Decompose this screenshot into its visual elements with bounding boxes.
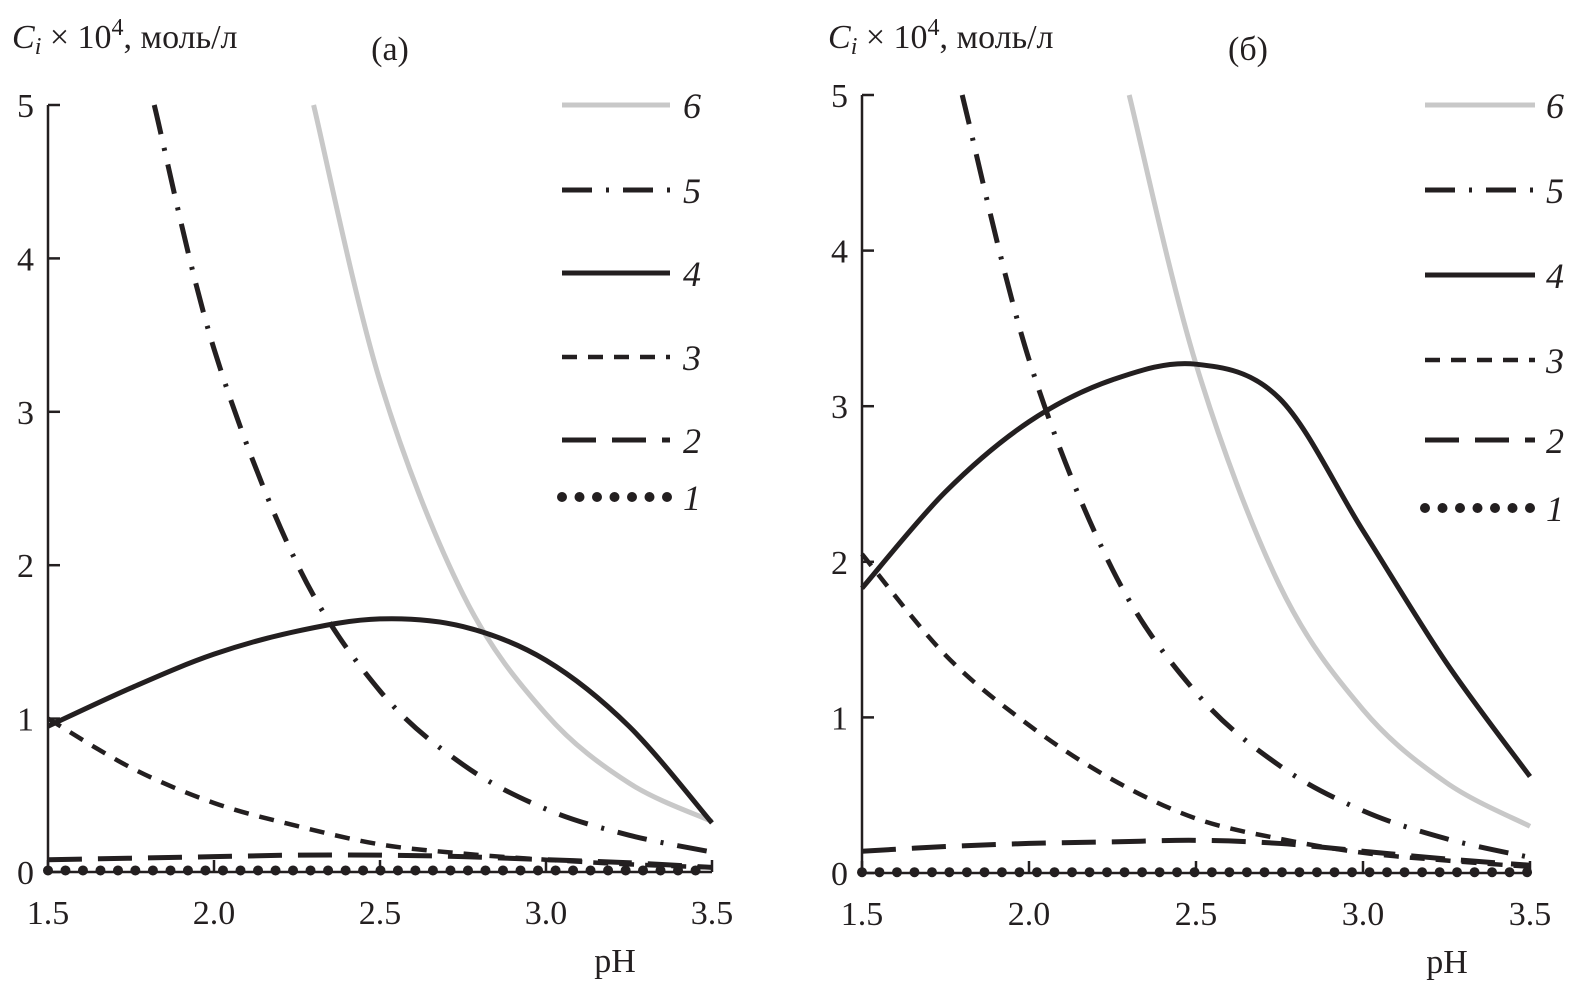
x-tick-label: 2.5 bbox=[1175, 896, 1218, 933]
panel-label: (б) bbox=[1228, 31, 1268, 68]
x-tick-label: 2.5 bbox=[359, 895, 402, 932]
y-tick-label: 3 bbox=[831, 389, 848, 426]
y-tick-label: 4 bbox=[831, 234, 848, 271]
x-tick-label: 1.5 bbox=[27, 895, 70, 932]
series-line-6 bbox=[311, 104, 714, 824]
y-tick-label: 4 bbox=[17, 241, 34, 278]
y-tick-label: 5 bbox=[17, 88, 34, 125]
legend-label-5: 5 bbox=[683, 171, 701, 211]
x-tick-label: 3.0 bbox=[1342, 896, 1385, 933]
legend-label-5: 5 bbox=[1546, 171, 1564, 211]
series-line-6 bbox=[1126, 94, 1532, 829]
series-line-5 bbox=[959, 94, 1531, 860]
y-tick-label: 1 bbox=[831, 700, 848, 737]
legend-label-3: 3 bbox=[682, 338, 701, 378]
x-axis-label: pH bbox=[594, 943, 636, 980]
y-tick-label: 0 bbox=[831, 856, 848, 893]
y-tick-label: 3 bbox=[17, 395, 34, 432]
x-tick-label: 2.0 bbox=[1008, 896, 1051, 933]
y-axis-label: Ci × 104, моль/л bbox=[12, 15, 238, 60]
x-tick-label: 1.5 bbox=[841, 896, 884, 933]
x-tick-label: 3.5 bbox=[691, 895, 734, 932]
series-line-3 bbox=[46, 716, 713, 870]
legend-label-1: 1 bbox=[683, 478, 701, 518]
legend-label-6: 6 bbox=[1546, 86, 1564, 126]
legend-label-4: 4 bbox=[683, 254, 701, 294]
legend-label-4: 4 bbox=[1546, 256, 1564, 296]
legend-label-6: 6 bbox=[683, 86, 701, 126]
series-line-4 bbox=[860, 361, 1533, 779]
x-tick-label: 3.5 bbox=[1509, 896, 1552, 933]
panel-label: (а) bbox=[371, 31, 409, 68]
series-line-4 bbox=[46, 616, 714, 825]
x-axis-label: pH bbox=[1426, 944, 1468, 981]
chart-panel-a: 0 1 2 3 4 5 1.5 2.0 2.5 3.0 3.5 Ci × 104, моль/л (а)… bbox=[12, 15, 733, 980]
series-line-2 bbox=[861, 837, 1531, 868]
legend-label-2: 2 bbox=[1546, 421, 1564, 461]
chart-panel-b: 0 1 2 3 4 5 1.5 2.0 2.5 3.0 3.5 Ci × 104, моль/л (б)… bbox=[828, 15, 1564, 981]
legend-label-2: 2 bbox=[683, 421, 701, 461]
y-tick-label: 2 bbox=[831, 545, 848, 582]
y-tick-label: 1 bbox=[17, 702, 34, 739]
series-line-5 bbox=[151, 104, 713, 855]
y-tick-label: 5 bbox=[831, 78, 848, 115]
legend-label-3: 3 bbox=[1545, 341, 1564, 381]
x-tick-label: 3.0 bbox=[525, 895, 568, 932]
series-line-2 bbox=[47, 852, 713, 870]
y-tick-label: 0 bbox=[17, 855, 34, 892]
series-line-3 bbox=[860, 552, 1531, 870]
x-tick-label: 2.0 bbox=[193, 895, 236, 932]
y-axis-label: Ci × 104, моль/л bbox=[828, 15, 1054, 60]
y-tick-label: 2 bbox=[17, 548, 34, 585]
legend-label-1: 1 bbox=[1546, 489, 1564, 529]
